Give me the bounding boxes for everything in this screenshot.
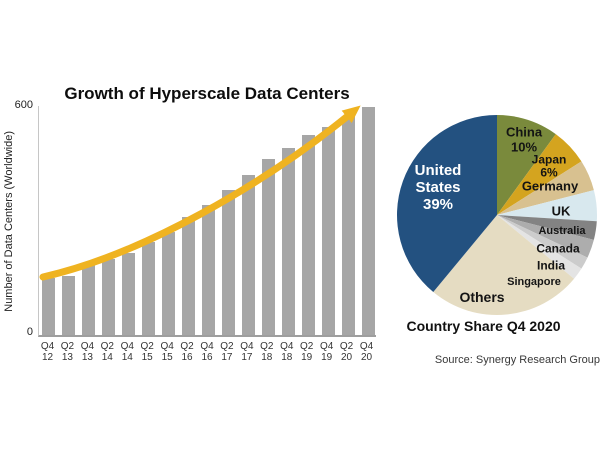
bar-q2-13 [62, 275, 75, 335]
pie-slice-singapore [497, 215, 582, 279]
pie-slice-japan [497, 134, 582, 215]
bar-q4-19 [322, 127, 335, 335]
bar-q2-14 [102, 258, 115, 335]
x-tick-label: Q2 13 [60, 341, 75, 363]
pie-label-united-states: United States 39% [414, 161, 462, 213]
bar-q4-18 [282, 147, 295, 335]
pie-slice-germany [497, 161, 594, 215]
pie-chart-caption: Country Share Q4 2020 [406, 318, 561, 334]
pie-label-germany: Germany [521, 178, 579, 194]
bar-plot-area [38, 105, 376, 337]
pie-svg [397, 115, 597, 315]
bar-q4-13 [82, 264, 95, 335]
pie-slice-china [497, 115, 556, 215]
x-tick-label: Q4 20 [359, 341, 374, 363]
x-tick-label: Q2 17 [220, 341, 234, 363]
pie-label-china: China 10% [505, 124, 543, 154]
y-tick-600: 600 [14, 99, 33, 111]
x-tick-label: Q2 19 [300, 341, 314, 363]
source-attribution: Source: Synergy Research Group [434, 354, 600, 366]
pie-label-australia: Australia [538, 224, 586, 237]
bar-q4-17 [242, 174, 255, 335]
pie-label-japan: Japan 6% [531, 152, 567, 180]
bar-chart-title: Growth of Hyperscale Data Centers [64, 84, 350, 103]
pie-labels: China 10% Japan 6% Germany UK Australia Canada I… [392, 110, 602, 320]
bar-q4-14 [122, 252, 135, 335]
x-tick-label: Q4 16 [200, 341, 214, 363]
x-tick-label: Q2 15 [140, 341, 154, 363]
x-tick-label: Q2 16 [180, 341, 194, 363]
bar-q4-20 [362, 107, 375, 335]
x-tick-label: Q4 15 [160, 341, 174, 363]
bar-q2-16 [182, 216, 195, 335]
pie-slice-australia [497, 215, 597, 240]
pie-label-india: India [536, 258, 566, 273]
x-tick-label: Q2 14 [100, 341, 114, 363]
x-tick-label: Q4 17 [240, 341, 254, 363]
bar-series [39, 106, 376, 335]
pie-chart: China 10% Japan 6% Germany UK Australia Canada I… [392, 110, 602, 320]
bar-q2-17 [222, 189, 235, 335]
pie-slice-india [497, 215, 588, 269]
pie-label-others: Others [459, 289, 505, 306]
bar-q2-18 [262, 159, 275, 335]
x-tick-label: Q2 20 [339, 341, 354, 363]
pie-label-uk: UK [551, 203, 571, 219]
pie-slice-canada [497, 215, 594, 258]
pie-slice-united-states [397, 115, 497, 293]
bar-q4-12 [42, 277, 55, 335]
pie-label-singapore: Singapore [507, 275, 561, 288]
bar-q2-15 [142, 241, 155, 335]
x-tick-label: Q4 12 [40, 341, 55, 363]
y-tick-0: 0 [26, 326, 33, 338]
x-tick-label: Q4 19 [319, 341, 334, 363]
x-axis-labels: Q4 12 Q2 13 Q4 13 Q2 14 Q4 14 Q2 15 Q4 15 Q2 16 Q4 16 Q2 17… [38, 341, 376, 363]
bar-q2-20 [342, 115, 355, 335]
x-tick-label: Q4 14 [120, 341, 134, 363]
bar-q4-16 [202, 205, 215, 335]
pie-slice-uk [497, 190, 597, 222]
x-tick-label: Q4 13 [80, 341, 95, 363]
pie-label-canada: Canada [536, 241, 580, 256]
pie-slice-others [433, 215, 575, 315]
y-axis-title: Number of Data Centers (Worldwide) [3, 131, 15, 312]
bar-q2-19 [302, 134, 315, 335]
x-tick-label: Q4 18 [280, 341, 294, 363]
x-tick-label: Q2 18 [260, 341, 274, 363]
bar-q4-15 [162, 231, 175, 335]
